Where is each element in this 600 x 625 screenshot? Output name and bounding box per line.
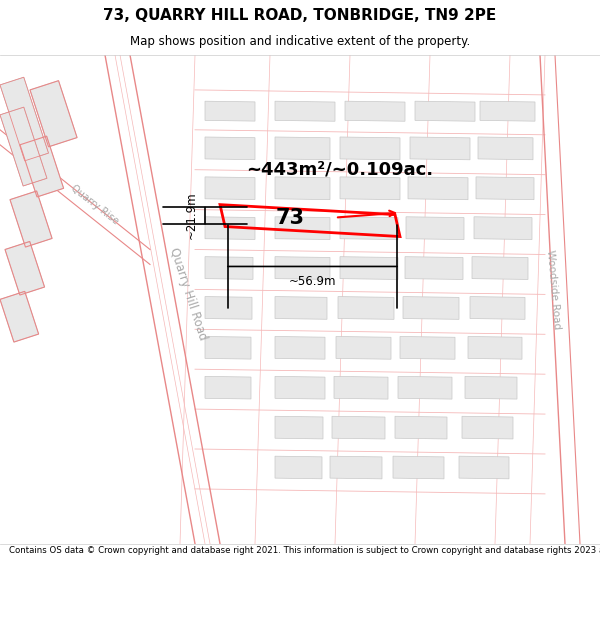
Polygon shape bbox=[275, 376, 325, 399]
Polygon shape bbox=[336, 336, 391, 359]
Text: ~21.9m: ~21.9m bbox=[185, 192, 197, 239]
Polygon shape bbox=[415, 101, 475, 121]
Polygon shape bbox=[205, 297, 252, 319]
Polygon shape bbox=[275, 101, 335, 121]
Polygon shape bbox=[275, 456, 322, 479]
Text: 73, QUARRY HILL ROAD, TONBRIDGE, TN9 2PE: 73, QUARRY HILL ROAD, TONBRIDGE, TN9 2PE bbox=[103, 8, 497, 23]
Text: Quarry Rise: Quarry Rise bbox=[70, 183, 121, 226]
Polygon shape bbox=[340, 137, 400, 160]
Polygon shape bbox=[480, 101, 535, 121]
Text: Contains OS data © Crown copyright and database right 2021. This information is : Contains OS data © Crown copyright and d… bbox=[9, 546, 600, 555]
Polygon shape bbox=[403, 297, 459, 319]
Polygon shape bbox=[275, 336, 325, 359]
Polygon shape bbox=[406, 217, 464, 239]
Polygon shape bbox=[478, 137, 533, 160]
Text: 73: 73 bbox=[275, 208, 305, 227]
Polygon shape bbox=[205, 217, 255, 239]
Polygon shape bbox=[400, 336, 455, 359]
Polygon shape bbox=[465, 376, 517, 399]
Polygon shape bbox=[334, 376, 388, 399]
Polygon shape bbox=[0, 78, 49, 161]
Polygon shape bbox=[462, 416, 513, 439]
Polygon shape bbox=[474, 217, 532, 239]
Polygon shape bbox=[0, 291, 38, 342]
Polygon shape bbox=[332, 416, 385, 439]
Polygon shape bbox=[275, 297, 327, 319]
Polygon shape bbox=[205, 137, 255, 159]
Polygon shape bbox=[0, 107, 47, 186]
Polygon shape bbox=[468, 336, 522, 359]
Polygon shape bbox=[395, 416, 447, 439]
Polygon shape bbox=[275, 416, 323, 439]
Polygon shape bbox=[275, 137, 330, 160]
Text: ~443m²/~0.109ac.: ~443m²/~0.109ac. bbox=[247, 161, 434, 179]
Polygon shape bbox=[205, 336, 251, 359]
Polygon shape bbox=[30, 81, 77, 147]
Polygon shape bbox=[459, 456, 509, 479]
Polygon shape bbox=[340, 217, 398, 239]
Polygon shape bbox=[340, 257, 398, 279]
Polygon shape bbox=[275, 217, 330, 239]
Polygon shape bbox=[330, 456, 382, 479]
Polygon shape bbox=[338, 297, 394, 319]
Polygon shape bbox=[408, 177, 468, 199]
Polygon shape bbox=[275, 257, 330, 279]
Text: Quarry Hill Road: Quarry Hill Road bbox=[167, 246, 209, 342]
Polygon shape bbox=[393, 456, 444, 479]
Polygon shape bbox=[5, 241, 44, 295]
Polygon shape bbox=[205, 376, 251, 399]
Polygon shape bbox=[340, 177, 400, 199]
Polygon shape bbox=[472, 257, 528, 279]
Polygon shape bbox=[205, 177, 255, 199]
Polygon shape bbox=[205, 101, 255, 121]
Polygon shape bbox=[476, 177, 534, 199]
Text: ~56.9m: ~56.9m bbox=[289, 275, 336, 288]
Text: Woodside Road: Woodside Road bbox=[545, 249, 562, 329]
Polygon shape bbox=[205, 257, 253, 279]
Polygon shape bbox=[345, 101, 405, 121]
Polygon shape bbox=[470, 297, 525, 319]
Polygon shape bbox=[20, 136, 64, 197]
Polygon shape bbox=[10, 191, 52, 247]
Text: Map shows position and indicative extent of the property.: Map shows position and indicative extent… bbox=[130, 35, 470, 48]
Polygon shape bbox=[398, 376, 452, 399]
Polygon shape bbox=[410, 137, 470, 160]
Polygon shape bbox=[275, 177, 330, 199]
Polygon shape bbox=[405, 257, 463, 279]
